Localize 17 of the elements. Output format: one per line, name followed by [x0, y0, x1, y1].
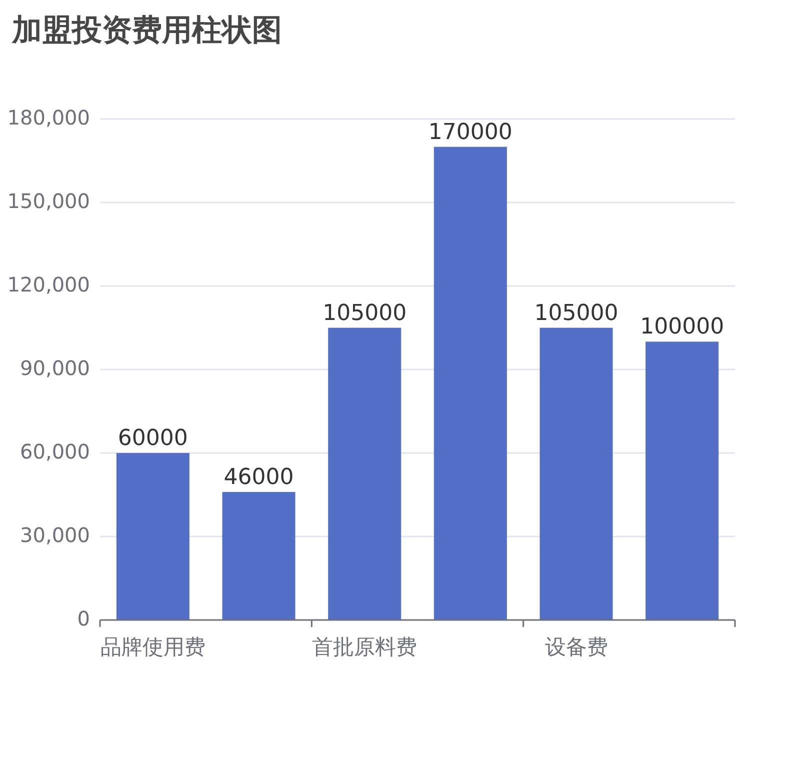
data-label: 105000: [322, 300, 407, 326]
x-tick-label: 品牌使用费: [100, 635, 206, 659]
data-label: 60000: [118, 426, 188, 451]
y-tick-label: 0: [77, 606, 90, 630]
y-tick-label: 90,000: [20, 356, 90, 380]
x-tick-label: 首批原料费: [312, 635, 418, 659]
y-tick-label: 150,000: [7, 188, 90, 213]
y-tick-label: 180,000: [7, 105, 90, 130]
y-tick-label: 120,000: [7, 272, 90, 296]
x-tick-label: 设备费: [544, 635, 608, 659]
data-label: 100000: [640, 314, 724, 340]
data-label: 170000: [428, 120, 512, 145]
y-tick-label: 60,000: [20, 439, 90, 464]
y-tick-label: 30,000: [20, 522, 90, 547]
title: 加盟投资费用柱状图: [12, 13, 282, 48]
data-label: 46000: [224, 464, 294, 490]
data-label: 105000: [534, 300, 618, 326]
